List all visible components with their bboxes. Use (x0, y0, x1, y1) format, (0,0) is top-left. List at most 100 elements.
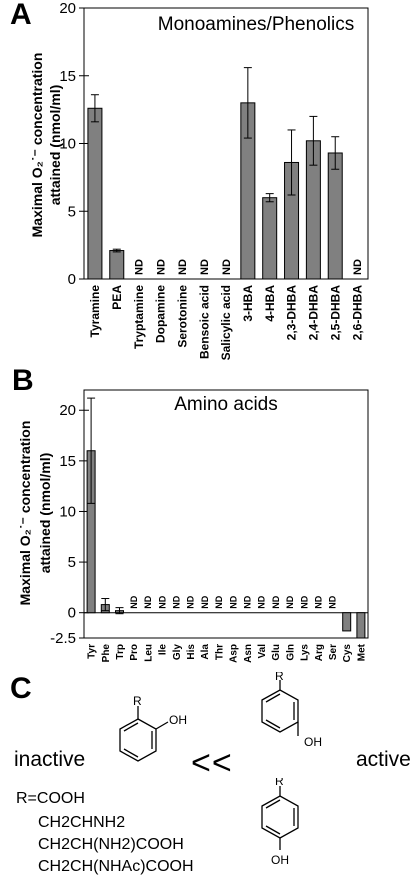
nd-label: ND (143, 595, 153, 608)
nd-label: ND (299, 595, 309, 608)
category-label: Tyr (87, 644, 98, 659)
plot-frame (83, 7, 369, 280)
category-label: Trp (115, 644, 126, 660)
nd-label: ND (133, 259, 145, 275)
y-tick-label: 10 (59, 136, 76, 153)
panel-c: C inactive active << R OH R OH (0, 670, 420, 880)
para-r-label: R (275, 778, 284, 788)
category-label: Asp (229, 644, 240, 663)
bar (342, 612, 352, 632)
category-label: PEA (110, 285, 124, 310)
inactive-label: inactive (14, 748, 86, 771)
plot-frame (83, 389, 369, 639)
nd-label: ND (242, 595, 252, 608)
nd-label: ND (352, 259, 364, 275)
category-label: Tryptamine (132, 285, 146, 349)
r-group-4: CH2CH(NHAc)COOH (38, 858, 194, 875)
category-label: 2,6-DHBA (350, 285, 364, 341)
category-label: 4-HBA (263, 285, 277, 322)
y-tick-label: 15 (59, 453, 76, 470)
para-structure: R OH (261, 778, 299, 867)
category-label: Cys (342, 644, 353, 663)
nd-label: ND (155, 259, 167, 275)
y-tick-label: 15 (59, 68, 76, 85)
panel-b-letter: B (12, 364, 34, 397)
y-tick-label: 0 (68, 605, 76, 622)
y-tick-label: 0 (68, 271, 76, 288)
category-label: Gln (285, 644, 296, 661)
panel-a-letter: A (10, 0, 32, 31)
bar (262, 197, 278, 280)
y-tick-label: 20 (59, 0, 76, 17)
category-label: Met (356, 643, 367, 661)
salicylic-oh-label: OH (169, 713, 187, 727)
nd-label: ND (129, 595, 139, 608)
category-label: Thr (214, 644, 225, 660)
nd-label: ND (171, 595, 181, 608)
chart-title: Amino acids (174, 394, 278, 415)
meta-oh-label: OH (304, 735, 322, 749)
nd-label: ND (257, 595, 267, 608)
para-oh-label: OH (271, 853, 289, 867)
nd-label: ND (199, 259, 211, 275)
salicylic-structure: R OH (119, 694, 187, 762)
much-less-than-sign: << (191, 744, 233, 782)
nd-label: ND (200, 595, 210, 608)
bar (327, 152, 343, 280)
nd-label: ND (214, 595, 224, 608)
category-label: Gly (172, 644, 183, 661)
r-group-1: R=COOH (16, 790, 85, 807)
nd-label: ND (313, 595, 323, 608)
category-label: Leu (143, 644, 154, 662)
y-axis-label-line1: Maximal O₂˙⁻ concentration (29, 53, 45, 238)
category-label: 2,5-DHBA (328, 285, 342, 341)
bar (356, 612, 366, 639)
r-group-2: CH2CHNH2 (38, 814, 126, 831)
nd-label: ND (157, 595, 167, 608)
meta-structure: R OH (261, 672, 322, 749)
y-tick-label: -2.5 (50, 630, 76, 647)
category-label: Bensoic acid (197, 285, 211, 359)
category-label: Glu (271, 644, 282, 661)
r-group-3: CH2CH(NH2)COOH (38, 836, 184, 853)
bar (87, 107, 103, 280)
y-tick-label: 10 (59, 503, 76, 520)
category-label: Dopamine (154, 285, 168, 343)
category-label: Arg (314, 644, 325, 661)
category-label: Ser (328, 644, 339, 660)
y-tick-label: 20 (59, 402, 76, 419)
category-label: Serotonine (176, 285, 190, 348)
category-label: Ala (200, 644, 211, 660)
category-label: Phe (101, 644, 112, 663)
category-label: Lys (300, 644, 311, 661)
meta-r-label: R (275, 672, 284, 683)
category-label: Salicylic acid (219, 285, 233, 360)
y-axis-label-line2: attained (nmol/ml) (47, 85, 63, 206)
y-tick-label: 5 (68, 203, 76, 220)
chart-title: Monoamines/Phenolics (158, 14, 354, 35)
category-label: Asn (243, 644, 254, 663)
category-label: 3-HBA (241, 285, 255, 322)
nd-label: ND (285, 595, 295, 608)
nd-label: ND (186, 595, 196, 608)
category-label: 2,4-DHBA (307, 285, 321, 341)
nd-label: ND (228, 595, 238, 608)
category-label: Pro (129, 644, 140, 661)
y-tick-label: 5 (68, 554, 76, 571)
category-label: His (186, 644, 197, 660)
category-label: Val (257, 644, 268, 659)
category-label: 2,3-DHBA (285, 285, 299, 341)
category-label: Tyramine (88, 285, 102, 338)
panel-c-letter: C (10, 672, 32, 705)
bar (109, 250, 125, 280)
chart-b: -2.5 0 5 10 15 20 Tyr Phe Trp ND Pro ND Leu ND Ile ND Gl… (17, 389, 369, 663)
nd-label: ND (271, 595, 281, 608)
category-label: Ile (158, 644, 169, 656)
y-axis-label-line2: attained (nmol/ml) (37, 453, 53, 574)
active-label: active (356, 748, 411, 771)
y-axis-label-line1: Maximal O₂˙⁻ concentration (17, 421, 33, 606)
salicylic-r-label: R (133, 694, 142, 708)
nd-label: ND (328, 595, 338, 608)
nd-label: ND (177, 259, 189, 275)
nd-label: ND (221, 259, 233, 275)
